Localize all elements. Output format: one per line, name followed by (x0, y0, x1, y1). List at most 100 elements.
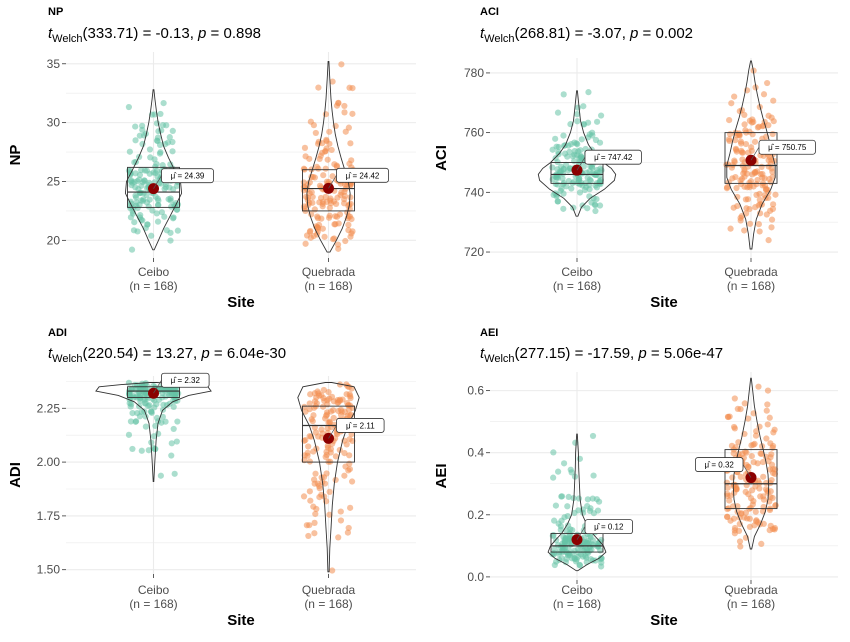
panel-tag: ACI (480, 6, 499, 18)
data-point (311, 530, 318, 537)
data-point (327, 408, 335, 415)
data-point (335, 408, 342, 415)
x-axis-label: Site (650, 294, 678, 311)
data-point (758, 540, 765, 548)
x-tick-label: Quebrada (724, 583, 778, 597)
data-point (723, 185, 731, 192)
panel-tag: AEI (480, 327, 498, 339)
mean-label-box (695, 457, 744, 472)
data-point (349, 228, 356, 235)
data-point (754, 460, 761, 467)
data-point (578, 179, 585, 186)
y-tick-label: 1.50 (37, 563, 61, 577)
data-point (301, 144, 309, 151)
data-point (126, 148, 133, 155)
data-point (726, 117, 733, 124)
data-point (761, 175, 768, 182)
data-point (753, 518, 760, 525)
data-point (767, 488, 774, 495)
mean-label: μ̂ = 24.42 (346, 171, 380, 180)
data-point (170, 425, 177, 433)
data-point (752, 508, 759, 515)
data-point (323, 136, 330, 143)
data-point (571, 509, 578, 517)
data-point (726, 497, 733, 504)
data-point (750, 183, 757, 190)
data-point (561, 537, 568, 544)
data-point (760, 496, 768, 503)
data-point (314, 213, 321, 220)
mean-label-box (584, 149, 642, 165)
data-point (724, 413, 732, 420)
data-point (327, 200, 335, 207)
data-point (335, 100, 342, 107)
data-point (317, 152, 324, 159)
data-point (306, 522, 313, 529)
data-point (555, 143, 562, 151)
data-point (555, 468, 562, 475)
data-point (146, 146, 154, 153)
data-point (153, 210, 160, 217)
y-tick-label: 0.0 (467, 570, 484, 584)
data-point (752, 432, 760, 439)
data-point (302, 436, 309, 444)
data-point (755, 383, 762, 390)
data-point (319, 200, 326, 207)
data-point (552, 135, 559, 142)
data-point (329, 173, 336, 180)
data-point (576, 455, 584, 462)
data-point (754, 176, 761, 184)
panel-tag: ADI (48, 327, 67, 339)
data-point (127, 214, 135, 221)
data-point (326, 128, 333, 135)
data-point (136, 132, 143, 139)
mean-label-box (161, 372, 210, 388)
data-point (593, 195, 600, 203)
data-point (307, 234, 314, 241)
data-point (347, 393, 354, 400)
data-point (564, 503, 571, 510)
data-point (152, 163, 159, 170)
data-point (324, 156, 331, 163)
data-point (327, 195, 334, 202)
data-point (580, 103, 587, 110)
data-point (343, 441, 350, 448)
data-point (550, 474, 557, 481)
panel-tag: NP (48, 6, 63, 18)
data-point (326, 488, 333, 495)
y-tick-label: 0.6 (467, 384, 484, 398)
data-point (162, 393, 169, 400)
data-point (742, 140, 750, 148)
data-point (769, 525, 777, 533)
violin-quebrada (306, 60, 351, 253)
data-point (731, 425, 738, 432)
x-n-label: (n = 168) (553, 279, 601, 293)
data-point (308, 416, 315, 423)
data-point (727, 130, 734, 138)
data-point (347, 233, 354, 240)
data-point (769, 130, 776, 138)
data-point (345, 524, 352, 532)
data-point (768, 114, 775, 121)
data-point (345, 221, 352, 228)
data-point (305, 532, 312, 540)
data-point (589, 129, 596, 136)
data-point (347, 194, 354, 201)
data-point (568, 185, 575, 192)
data-point (336, 446, 343, 454)
data-point (564, 512, 571, 520)
y-tick-label: 2.00 (37, 455, 61, 469)
y-tick-label: 2.25 (37, 401, 61, 415)
data-point (734, 405, 741, 413)
mean-label-leader (742, 464, 752, 478)
data-point (321, 233, 328, 240)
y-tick-label: 30 (47, 116, 61, 130)
data-point (313, 163, 320, 170)
data-point (324, 425, 331, 432)
data-point (741, 121, 748, 128)
panel-adi: ADI tWelch(220.54) = 13.27, p = 6.04e-30 1… (7, 327, 416, 629)
data-point (153, 401, 160, 408)
data-point (572, 439, 579, 446)
mean-label-leader (576, 156, 586, 171)
data-point (745, 415, 752, 422)
